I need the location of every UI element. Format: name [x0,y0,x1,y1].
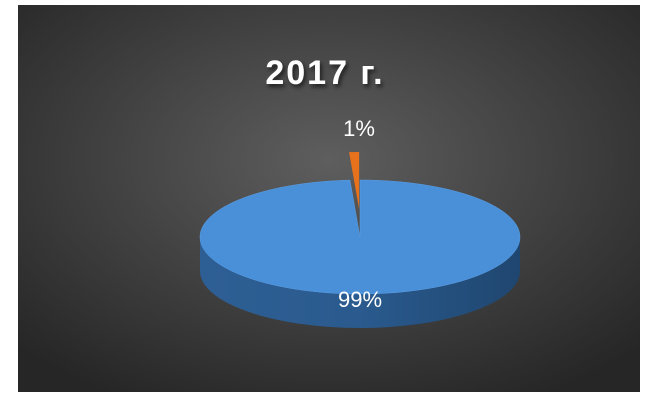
pie-slice [349,152,360,210]
pie: 99% 1% [199,116,521,328]
data-label: 99% [338,287,382,312]
pie-slice [199,179,521,295]
pie-side [200,237,520,328]
chart-title: 2017 г. [265,54,384,92]
data-label: 1% [343,116,375,141]
